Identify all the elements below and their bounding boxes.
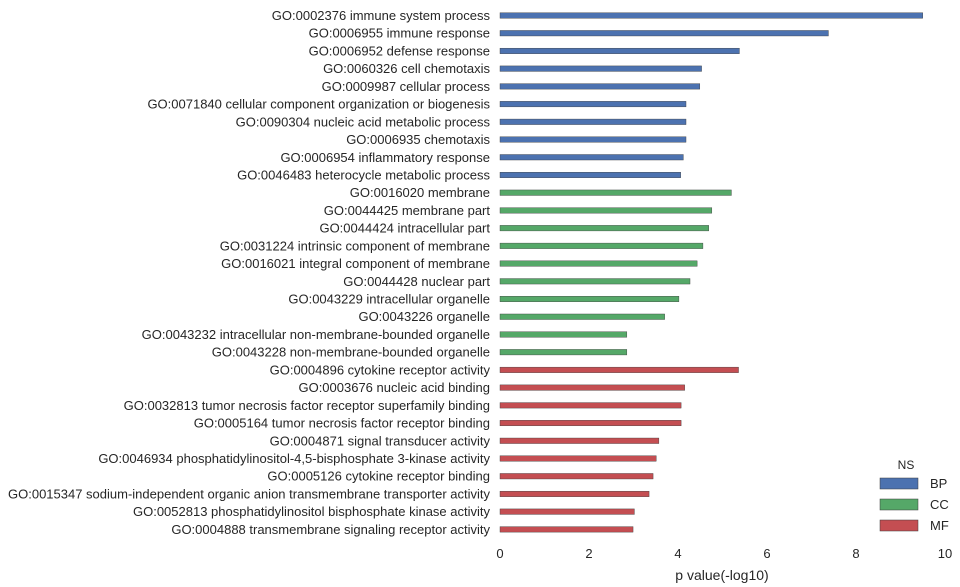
bar-bp bbox=[499, 154, 684, 161]
legend-title: NS bbox=[898, 458, 915, 472]
category-label: GO:0090304 nucleic acid metabolic proces… bbox=[236, 114, 491, 129]
legend-entries: BP CC MF bbox=[879, 476, 949, 533]
bar-bp bbox=[499, 65, 702, 72]
category-label: GO:0005164 tumor necrosis factor recepto… bbox=[194, 416, 490, 431]
x-axis: 0 2 4 6 8 10 bbox=[496, 546, 952, 561]
category-label: GO:0043226 organelle bbox=[358, 309, 490, 324]
bar-mf bbox=[499, 455, 657, 462]
bar-mf bbox=[499, 420, 682, 427]
category-label: GO:0006935 chemotaxis bbox=[346, 132, 490, 147]
x-tick-label: 6 bbox=[763, 546, 770, 561]
category-label: GO:0015347 sodium-independent organic an… bbox=[8, 486, 490, 501]
bar-mf bbox=[499, 384, 685, 391]
category-label: GO:0052813 phosphatidylinositol bisphosp… bbox=[133, 504, 491, 519]
bar-bp bbox=[499, 47, 740, 54]
bar-cc bbox=[499, 349, 628, 356]
legend: NS BP CC MF bbox=[879, 458, 949, 533]
bar-bp bbox=[499, 30, 829, 37]
bar-bp bbox=[499, 118, 687, 125]
category-label: GO:0004871 signal transducer activity bbox=[270, 433, 491, 448]
bar-bp bbox=[499, 101, 687, 108]
category-label: GO:0032813 tumor necrosis factor recepto… bbox=[124, 398, 490, 413]
bar-bp bbox=[499, 136, 687, 143]
bar-mf bbox=[499, 402, 682, 409]
category-label: GO:0060326 cell chemotaxis bbox=[323, 61, 490, 76]
bar-cc bbox=[499, 242, 704, 249]
category-label: GO:0003676 nucleic acid binding bbox=[298, 380, 490, 395]
bar-bp bbox=[499, 83, 701, 90]
bar-mf bbox=[499, 473, 654, 480]
x-tick-label: 0 bbox=[496, 546, 503, 561]
bars-layer bbox=[499, 12, 923, 533]
x-tick-label: 2 bbox=[585, 546, 592, 561]
legend-label-cc: CC bbox=[930, 497, 949, 512]
bar-mf bbox=[499, 508, 635, 515]
bar-mf bbox=[499, 366, 739, 373]
category-label: GO:0046934 phosphatidylinositol-4,5-bisp… bbox=[98, 451, 490, 466]
legend-swatch-bp bbox=[879, 477, 919, 490]
category-label: GO:0004896 cytokine receptor activity bbox=[270, 362, 491, 377]
category-labels: GO:0002376 immune system process GO:00069… bbox=[8, 8, 491, 537]
bar-cc bbox=[499, 278, 691, 285]
category-label: GO:0044424 intracellular part bbox=[319, 221, 490, 236]
category-label: GO:0071840 cellular component organizati… bbox=[147, 97, 490, 112]
bar-cc bbox=[499, 225, 709, 232]
category-label: GO:0043232 intracellular non-membrane-bo… bbox=[142, 327, 490, 342]
bar-cc bbox=[499, 296, 680, 302]
category-label: GO:0016020 membrane bbox=[350, 185, 490, 200]
category-label: GO:0009987 cellular process bbox=[322, 79, 491, 94]
category-label: GO:0046483 heterocycle metabolic process bbox=[237, 167, 490, 182]
legend-label-bp: BP bbox=[930, 476, 947, 491]
x-tick-label: 10 bbox=[938, 546, 952, 561]
x-tick-label: 4 bbox=[674, 546, 681, 561]
category-label: GO:0016021 integral component of membran… bbox=[221, 256, 490, 271]
category-label: GO:0005126 cytokine receptor binding bbox=[267, 469, 490, 484]
category-label: GO:0043229 intracellular organelle bbox=[288, 292, 490, 307]
category-label: GO:0044428 nuclear part bbox=[343, 274, 490, 289]
category-label: GO:0044425 membrane part bbox=[324, 203, 491, 218]
category-label: GO:0006954 inflammatory response bbox=[280, 150, 490, 165]
bar-cc bbox=[499, 260, 698, 267]
bar-mf bbox=[499, 437, 660, 444]
category-label: GO:0002376 immune system process bbox=[272, 8, 491, 23]
bar-cc bbox=[499, 313, 665, 320]
bar-mf bbox=[499, 526, 634, 533]
category-label: GO:0043228 non-membrane-bounded organell… bbox=[212, 345, 490, 360]
bar-cc bbox=[499, 331, 628, 338]
bar-bp bbox=[499, 172, 681, 178]
legend-swatch-mf bbox=[879, 519, 919, 532]
bar-mf bbox=[499, 490, 650, 497]
category-label: GO:0004888 transmembrane signaling recep… bbox=[171, 522, 490, 537]
category-label: GO:0006952 defense response bbox=[309, 43, 490, 58]
x-axis-title: p value(-log10) bbox=[675, 567, 768, 583]
bar-cc bbox=[499, 189, 732, 196]
legend-label-mf: MF bbox=[930, 518, 949, 533]
category-label: GO:0031224 intrinsic component of membra… bbox=[220, 238, 490, 253]
category-label: GO:0006955 immune response bbox=[309, 26, 490, 41]
x-tick-label: 8 bbox=[852, 546, 859, 561]
legend-swatch-cc bbox=[879, 498, 919, 511]
bar-bp bbox=[499, 12, 923, 19]
bar-cc bbox=[499, 207, 713, 214]
